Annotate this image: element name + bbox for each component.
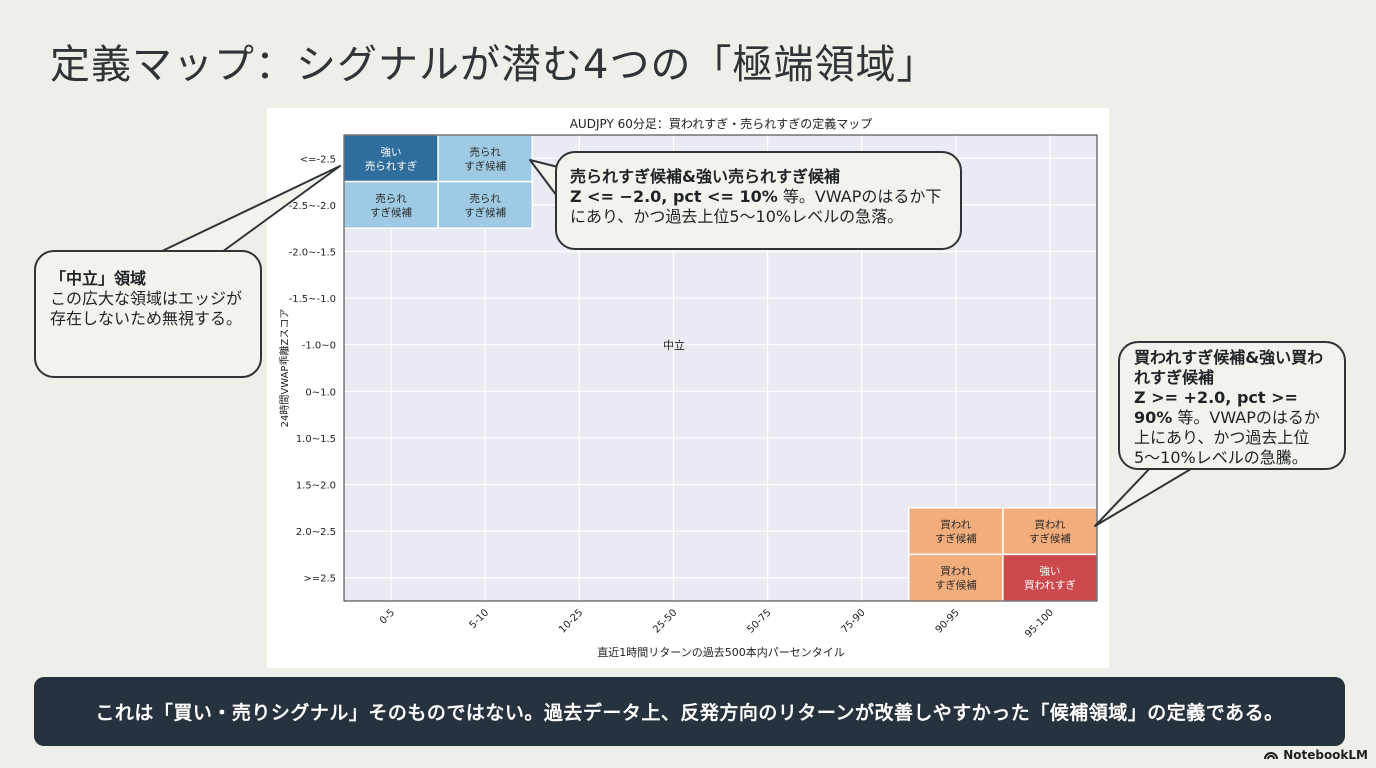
heatmap-cell-label-line: 強い bbox=[381, 145, 402, 158]
overbought-callout-title: 買われすぎ候補&強い買われすぎ候補 bbox=[1134, 348, 1324, 387]
brand-name: NotebookLM bbox=[1283, 748, 1368, 762]
y-tick-label: 0~1.0 bbox=[305, 387, 336, 398]
x-tick-label: 5-10 bbox=[467, 607, 491, 631]
heatmap-cell-label: 売られすぎ候補 bbox=[464, 192, 506, 219]
x-tick-label: 90-95 bbox=[934, 607, 962, 635]
oversold-callout-condition: Z <= −2.0, pct <= 10% bbox=[570, 187, 778, 206]
neutral-callout-title: 「中立」領域 bbox=[50, 269, 147, 288]
brand-mark: NotebookLM bbox=[1264, 748, 1368, 762]
plot-frame bbox=[343, 134, 1098, 602]
heatmap-cell bbox=[437, 134, 533, 183]
x-tick-label: 10-25 bbox=[557, 607, 585, 635]
heatmap-cell bbox=[343, 180, 439, 229]
chart-title: AUDJPY 60分足：買われすぎ・売られすぎの定義マップ bbox=[570, 116, 873, 131]
oversold-callout-body: 等。VWAPのはるか下にあり、かつ過去上位5〜10%レベルの急落。 bbox=[570, 187, 942, 226]
heatmap-cell bbox=[908, 507, 1004, 556]
y-tick-label: <=-2.5 bbox=[300, 154, 336, 165]
neutral-label: 中立 bbox=[663, 338, 685, 352]
oversold-callout-title: 売られすぎ候補&強い売られすぎ候補 bbox=[570, 167, 840, 186]
heatmap-cell-label: 売られすぎ候補 bbox=[464, 145, 506, 172]
y-tick-label: 2.0~2.5 bbox=[296, 527, 336, 538]
notebook-logo-icon bbox=[1264, 752, 1279, 760]
y-tick-label: >=2.5 bbox=[303, 574, 336, 585]
heatmap-cell-label-line: すぎ候補 bbox=[1029, 532, 1071, 545]
heatmap-cell bbox=[437, 180, 533, 229]
y-tick-label: 1.0~1.5 bbox=[296, 434, 336, 445]
heatmap-cell-label: 買われすぎ候補 bbox=[1029, 519, 1071, 545]
x-tick-label: 0-5 bbox=[378, 607, 397, 626]
heatmap-cell-label: 売られすぎ候補 bbox=[370, 192, 412, 219]
banner-text: これは「買い・売りシグナル」そのものではない。過去データ上、反発方向のリターンが… bbox=[95, 702, 1284, 724]
overbought-region-callout: 買われすぎ候補&強い買われすぎ候補 Z >= +2.0, pct >= 90% … bbox=[1118, 341, 1346, 470]
heatmap-cell-label-line: すぎ候補 bbox=[935, 532, 977, 545]
heatmap-cell-label-line: 買われ bbox=[1034, 519, 1065, 531]
heatmap-cell-label-line: 買われすぎ bbox=[1024, 579, 1076, 592]
y-tick-label: -2.0~-1.5 bbox=[289, 248, 336, 259]
heatmap-cell-label-line: 売られ bbox=[469, 192, 501, 205]
heatmap-cell-label-line: 強い bbox=[1039, 565, 1060, 578]
heatmap-cell-label: 買われすぎ候補 bbox=[935, 519, 977, 545]
heatmap-cell-label: 買われすぎ候補 bbox=[935, 566, 977, 592]
x-tick-label: 50-75 bbox=[745, 607, 773, 635]
oversold-region-callout: 売られすぎ候補&強い売られすぎ候補 Z <= −2.0, pct <= 10% … bbox=[555, 151, 962, 250]
y-tick-label: -2.5~-2.0 bbox=[289, 201, 336, 212]
heatmap-cell-label-line: すぎ候補 bbox=[464, 159, 506, 172]
y-axis-label: 24時間VWAP乖離Zスコア bbox=[278, 309, 291, 428]
heatmap-cell-label: 強い売られすぎ bbox=[365, 145, 418, 172]
heatmap-cell-label-line: すぎ候補 bbox=[935, 579, 977, 592]
footer-banner: これは「買い・売りシグナル」そのものではない。過去データ上、反発方向のリターンが… bbox=[34, 677, 1345, 746]
y-tick-label: 1.5~2.0 bbox=[296, 481, 336, 492]
heatmap-cell-label-line: 売られ bbox=[375, 192, 407, 205]
x-tick-label: 25-50 bbox=[651, 607, 679, 635]
heatmap-cell-label-line: 売られすぎ bbox=[365, 159, 418, 172]
slide-title: 定義マップ：シグナルが潜む4つの「極端領域」 bbox=[50, 42, 938, 88]
x-tick-label: 95-100 bbox=[1023, 607, 1056, 640]
y-tick-label: -1.0~0 bbox=[302, 341, 336, 352]
neutral-callout-body: この広大な領域はエッジが存在しないため無視する。 bbox=[50, 289, 243, 328]
heatmap-cell-label-line: すぎ候補 bbox=[464, 206, 506, 219]
x-tick-labels: 0-5 5-10 10-25 25-50 50-75 75-90 90-95 95-100 bbox=[378, 607, 1056, 640]
y-tick-label: -1.5~-1.0 bbox=[289, 294, 336, 305]
heatmap-cell-label-line: すぎ候補 bbox=[370, 206, 412, 219]
overbought-callout-pointer bbox=[1094, 465, 1197, 527]
heatmap-cell-label-line: 買われ bbox=[940, 519, 971, 531]
heatmap-cell bbox=[908, 553, 1004, 602]
x-tick-label: 75-90 bbox=[839, 607, 867, 635]
y-tick-labels: <=-2.5 -2.5~-2.0 -2.0~-1.5 -1.5~-1.0 -1.0~0 0… bbox=[289, 154, 336, 584]
heatmap-cell-label-line: 売られ bbox=[469, 145, 501, 158]
overbought-callout-body: 等。VWAPのはるか上にあり、かつ過去上位5〜10%レベルの急騰。 bbox=[1134, 408, 1320, 467]
heatmap-cell-label: 強い買われすぎ bbox=[1024, 565, 1076, 592]
heatmap-cell-label-line: 買われ bbox=[940, 566, 971, 578]
x-axis-label: 直近1時間リターンの過去500本内パーセンタイル bbox=[597, 645, 844, 659]
overbought-callout-condition: Z >= +2.0, pct >= 90% bbox=[1134, 388, 1298, 427]
neutral-region-callout: 「中立」領域 この広大な領域はエッジが存在しないため無視する。 bbox=[34, 250, 262, 378]
